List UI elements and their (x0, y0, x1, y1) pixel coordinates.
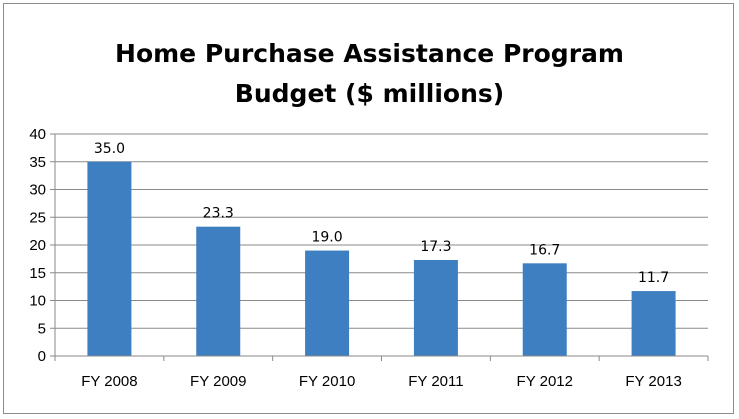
x-tick-label: FY 2009 (190, 373, 246, 390)
y-tick-label: 20 (29, 237, 46, 254)
x-tick-label: FY 2013 (625, 373, 681, 390)
gridlines (55, 133, 708, 329)
y-tick-label: 0 (38, 348, 46, 365)
chart-title-line-1: Home Purchase Assistance Program (115, 39, 624, 68)
data-label: 17.3 (420, 239, 451, 255)
y-tick-label: 15 (29, 265, 46, 282)
data-label: 23.3 (203, 206, 234, 222)
x-tick-label: FY 2011 (408, 373, 463, 390)
chart-title-line-2: Budget ($ millions) (234, 79, 505, 108)
bar (305, 250, 350, 356)
y-tick-label: 40 (29, 126, 46, 143)
x-axis: FY 2008 FY 2009 FY 2010 FY 2011 FY 2012 FY 20… (54, 355, 709, 390)
x-tick-label: FY 2008 (81, 373, 137, 390)
chart-title: Home Purchase Assistance Program Budget … (0, 34, 739, 114)
data-label: 35.0 (94, 141, 125, 157)
bar (87, 161, 132, 356)
x-tick-label: FY 2012 (517, 373, 573, 390)
bar (196, 226, 241, 356)
bar (413, 259, 458, 356)
data-labels: 35.0 23.3 19.0 17.3 16.7 11.7 (94, 141, 669, 286)
data-label: 19.0 (311, 230, 342, 246)
data-label: 16.7 (529, 242, 560, 258)
y-tick-label: 30 (29, 182, 46, 199)
y-tick-label: 25 (29, 209, 46, 226)
data-label: 11.7 (638, 270, 669, 286)
bars (87, 161, 676, 356)
bar (522, 263, 567, 356)
y-tick-label: 35 (29, 154, 46, 171)
bar (631, 291, 676, 356)
y-tick-label: 5 (38, 320, 46, 337)
x-tick-label: FY 2010 (299, 373, 355, 390)
y-tick-label: 10 (29, 293, 46, 310)
y-axis: 0 5 10 15 20 25 30 35 40 (29, 126, 56, 365)
